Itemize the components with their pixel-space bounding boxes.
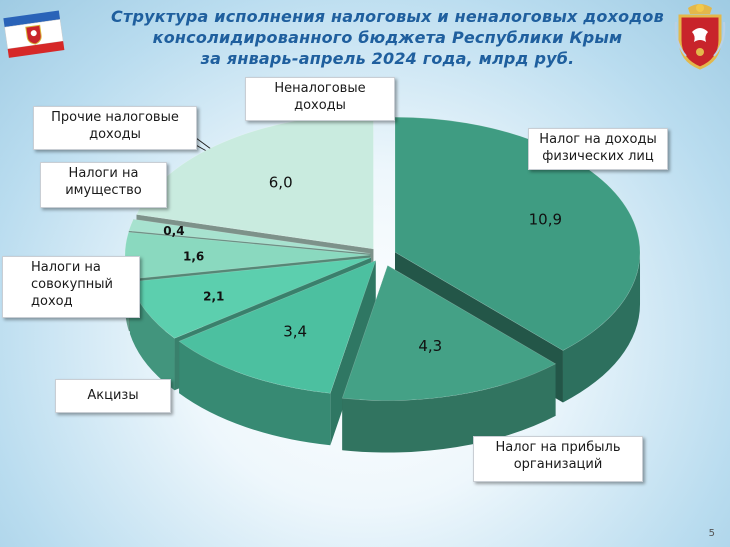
label-usn: Налоги на совокупный доход xyxy=(2,256,140,318)
data-label: 10,9 xyxy=(529,210,562,228)
label-nontax: Неналоговые доходы xyxy=(245,77,395,121)
pie-slice xyxy=(178,260,377,394)
data-label: 4,3 xyxy=(418,337,442,355)
crimea-emblem-icon xyxy=(674,4,726,70)
pie-slice-side xyxy=(129,281,175,391)
crimea-flag-icon xyxy=(3,10,65,58)
label-property: Налоги на имущество xyxy=(40,162,167,208)
pie-slice-side xyxy=(179,341,331,446)
pie-slice xyxy=(394,116,641,351)
label-excise: Акцизы xyxy=(55,379,171,413)
data-label: 1,6 xyxy=(183,250,204,264)
data-label: 6,0 xyxy=(269,174,293,192)
data-label: 2,1 xyxy=(203,289,224,303)
pie-slice xyxy=(128,218,371,254)
pie-slice-wall xyxy=(330,260,376,446)
label-ndfl: Налог на доходы физических лиц xyxy=(528,128,668,170)
label-other: Прочие налоговые доходы xyxy=(33,106,197,150)
chart-title: Структура исполнения налоговых и неналог… xyxy=(111,7,664,68)
data-label: 0,4 xyxy=(163,224,184,238)
pie-slice xyxy=(341,265,557,401)
pie-slice-side xyxy=(342,363,556,453)
label-profit: Налог на прибыль организаций xyxy=(473,436,643,482)
data-label: 3,4 xyxy=(283,323,307,341)
pie-slice-side xyxy=(562,252,641,403)
page-number: 5 xyxy=(708,528,715,539)
